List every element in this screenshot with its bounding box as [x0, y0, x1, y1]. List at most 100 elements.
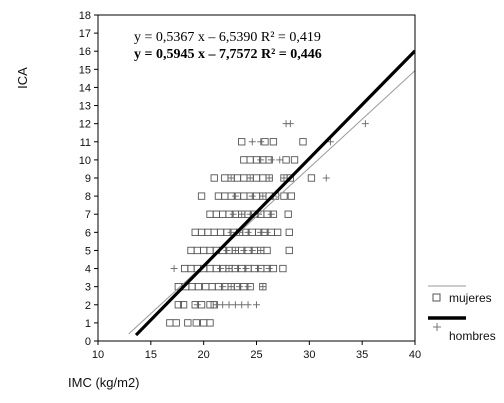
point-mujeres	[208, 283, 216, 291]
point-hombres	[259, 283, 267, 291]
point-mujeres	[202, 283, 210, 291]
point-hombres	[236, 283, 244, 291]
point-mujeres	[233, 174, 242, 182]
point-mujeres	[206, 301, 214, 309]
point-mujeres	[206, 210, 214, 218]
y-tick-label: 2	[85, 300, 91, 312]
y-tick-label: 15	[79, 64, 91, 76]
point-hombres	[248, 192, 256, 200]
point-mujeres	[269, 138, 278, 146]
y-tick-label: 8	[85, 191, 91, 203]
fit-lines	[128, 49, 415, 337]
legend-label-hombres: hombres	[449, 329, 496, 343]
x-tick-label: 20	[198, 349, 210, 361]
point-hombres	[238, 210, 246, 218]
y-tick-label: 18	[79, 10, 91, 22]
point-mujeres	[238, 138, 246, 146]
point-mujeres	[259, 174, 267, 182]
x-tick-label: 25	[250, 349, 262, 361]
point-mujeres	[214, 192, 223, 200]
y-tick-label: 12	[79, 119, 91, 131]
y-tick-label: 5	[85, 245, 91, 257]
y-tick-label: 14	[79, 82, 91, 94]
point-hombres	[244, 301, 252, 309]
x-tick-label: 35	[356, 349, 368, 361]
data-points	[166, 120, 369, 327]
point-mujeres	[200, 319, 208, 327]
y-tick-label: 6	[85, 227, 91, 239]
point-hombres	[242, 265, 250, 273]
legend-square-marker	[432, 293, 441, 302]
point-hombres	[246, 174, 254, 182]
x-tick-label: 40	[409, 349, 421, 361]
point-hombres	[257, 156, 265, 164]
point-hombres	[231, 301, 239, 309]
point-mujeres	[210, 228, 218, 236]
y-tick-label: 16	[79, 46, 91, 58]
point-hombres	[227, 283, 235, 291]
point-mujeres	[180, 264, 189, 273]
point-mujeres	[212, 210, 220, 218]
point-mujeres	[200, 246, 208, 255]
point-mujeres	[280, 192, 288, 200]
y-tick-label: 3	[85, 282, 91, 294]
point-hombres	[170, 265, 178, 273]
point-mujeres	[187, 246, 195, 255]
point-hombres	[223, 246, 231, 254]
legend: mujeres hombres	[428, 285, 496, 343]
point-hombres	[193, 301, 201, 309]
point-mujeres	[179, 301, 188, 309]
point-hombres	[326, 138, 334, 146]
point-mujeres	[197, 192, 206, 200]
y-tick-label: 9	[85, 173, 91, 185]
point-hombres	[225, 265, 233, 273]
legend-plus-marker	[433, 323, 441, 331]
point-hombres	[227, 228, 235, 236]
point-hombres	[248, 246, 256, 254]
point-mujeres	[172, 319, 180, 327]
point-hombres	[265, 174, 273, 182]
point-mujeres	[284, 210, 292, 218]
y-tick-label: 4	[85, 264, 91, 276]
x-tick-label: 15	[145, 349, 157, 361]
x-tick-label: 30	[303, 349, 315, 361]
point-mujeres	[273, 228, 282, 236]
point-mujeres	[174, 301, 182, 309]
point-hombres	[267, 210, 275, 218]
point-mujeres	[204, 228, 212, 236]
point-hombres	[286, 120, 294, 128]
point-hombres	[280, 174, 288, 182]
y-tick-label: 17	[79, 28, 91, 40]
y-tick-label: 0	[85, 336, 91, 348]
point-hombres	[361, 120, 369, 128]
point-hombres	[265, 265, 273, 273]
equation-mujeres: y = 0,5367 x – 6,5390 R² = 0,419	[134, 30, 321, 45]
y-axis-title: ICA	[15, 67, 30, 89]
point-hombres	[231, 246, 239, 254]
point-hombres	[244, 228, 252, 236]
point-mujeres	[194, 283, 203, 291]
point-mujeres	[206, 319, 214, 327]
point-hombres	[267, 156, 275, 164]
point-mujeres	[206, 264, 214, 273]
point-mujeres	[188, 283, 196, 291]
point-hombres	[244, 283, 252, 291]
point-hombres	[233, 265, 241, 273]
point-mujeres	[192, 319, 200, 327]
point-mujeres	[246, 156, 254, 164]
x-tick-label: 10	[92, 349, 104, 361]
point-mujeres	[263, 246, 271, 255]
x-axis: 10 15 20 25 30 35 40	[92, 341, 421, 361]
point-hombres	[212, 301, 220, 309]
fit-line-mujeres	[128, 70, 415, 335]
point-mujeres	[285, 228, 293, 236]
point-hombres	[257, 246, 265, 254]
point-hombres	[255, 265, 263, 273]
point-mujeres	[166, 319, 174, 327]
point-mujeres	[279, 264, 287, 273]
point-hombres	[322, 174, 330, 182]
point-mujeres	[290, 156, 299, 164]
point-mujeres	[307, 174, 316, 182]
